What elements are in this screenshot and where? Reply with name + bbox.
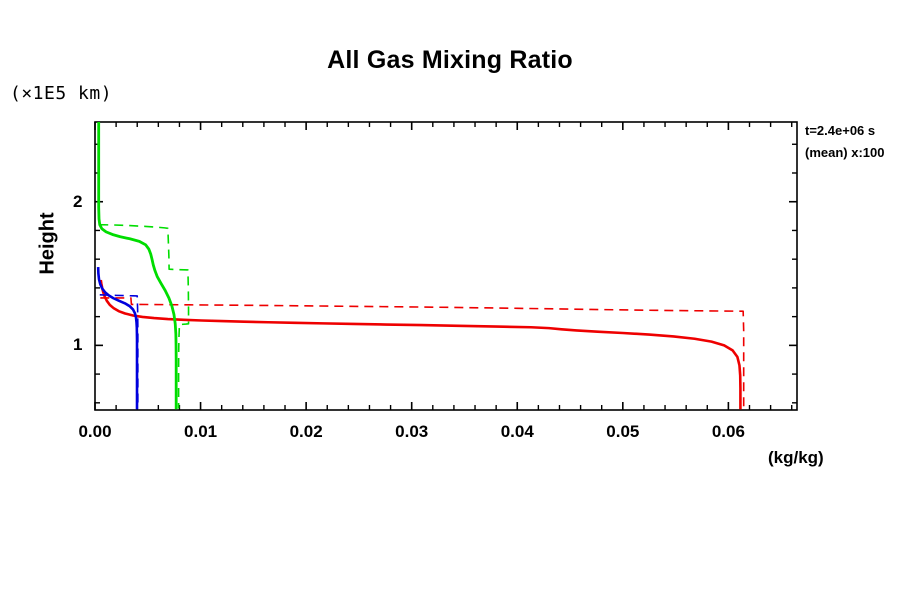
y-axis-title: Height — [36, 212, 59, 275]
x-tick-label: 0.05 — [606, 422, 640, 441]
curve-gas-blue-dashed — [99, 294, 139, 409]
x-tick-label: 0.01 — [184, 422, 218, 441]
annotation-time: t=2.4e+06 s — [805, 123, 876, 138]
x-tick-label: 0.02 — [289, 422, 323, 441]
curve-gas-green-solid — [97, 122, 178, 410]
curve-gas-green-dashed — [99, 223, 190, 409]
x-tick-label: 0.03 — [395, 422, 429, 441]
x-tick-label: 0.06 — [711, 422, 745, 441]
plot-frame — [94, 121, 798, 411]
x-tick-label: 0.04 — [500, 422, 534, 441]
x-tick-label: 0.00 — [78, 422, 112, 441]
curve-gas-red-dashed — [100, 297, 745, 409]
annotation-mean: (mean) x:100 — [805, 145, 885, 160]
axes-layer — [94, 121, 798, 411]
x-axis-unit-label: (kg/kg) — [768, 448, 824, 467]
y-tick-label: 1 — [73, 335, 83, 355]
curve-gas-blue-solid — [96, 267, 139, 410]
curves-layer — [96, 122, 745, 410]
page-title: All Gas Mixing Ratio — [327, 46, 573, 74]
y-tick-label: 2 — [73, 191, 83, 211]
curve-gas-red-solid — [99, 279, 742, 410]
y-axis-unit-label: (×1E5 km) — [10, 83, 113, 104]
